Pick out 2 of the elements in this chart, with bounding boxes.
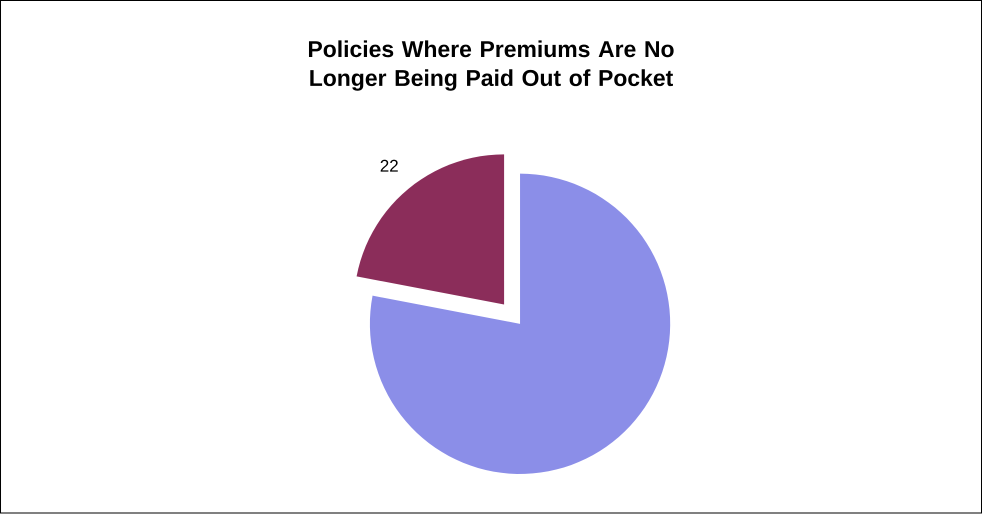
chart-title: Policies Where Premiums Are No Longer Being Paid Out of Pocket [308, 40, 674, 91]
data-label: 22 [380, 160, 398, 172]
